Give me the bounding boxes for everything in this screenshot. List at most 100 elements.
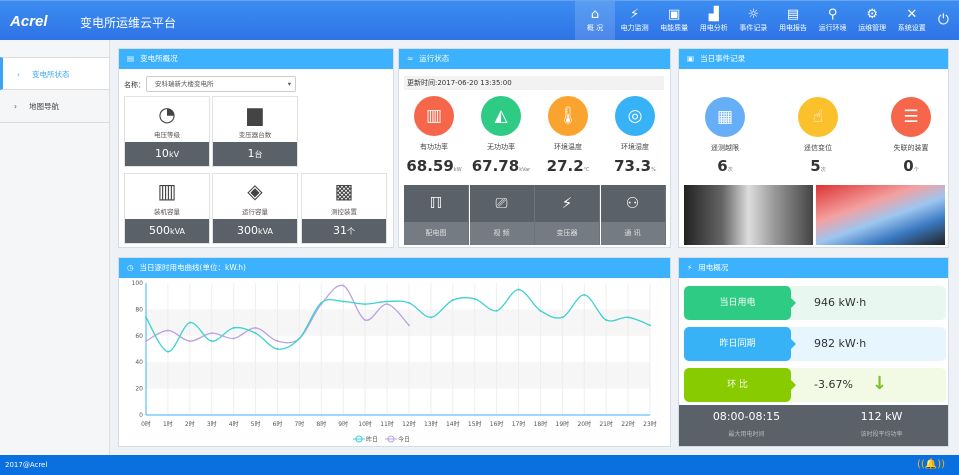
event-label: 遥信变位 (804, 144, 832, 152)
nav-item-8[interactable]: ✕ 系统设置 (892, 1, 932, 41)
value: 10 (154, 147, 169, 160)
data-point (429, 316, 432, 319)
panel-header: ▣ 当日事件记录 (679, 49, 948, 69)
x-tick-label: 4时 (229, 420, 239, 428)
calendar-icon: ▣ (687, 54, 695, 63)
nav-item-1[interactable]: ⚡ 电力监测 (615, 1, 655, 41)
nav-label: 事件记录 (739, 24, 768, 32)
app-title: 变电所运维云平台 (80, 16, 177, 30)
thermometer-icon: 🌡 (548, 96, 588, 136)
grid-band (146, 362, 650, 389)
panel-title: 变电所概况 (140, 54, 178, 63)
nav-item-4[interactable]: ☼ 事件记录 (733, 1, 773, 41)
metric-value: 67.78kVar (461, 157, 541, 175)
y-tick-label: 80 (135, 306, 143, 313)
panel-title: 当日事件记录 (700, 54, 746, 63)
tile-label: 运行容量 (242, 208, 268, 216)
event-value: 0个 (871, 157, 951, 175)
reactive-power-icon: ◭ (481, 96, 521, 136)
tile-value: 10kV (125, 142, 209, 166)
substation-select[interactable]: 安科瑞新大楼变电所 ▾ (146, 76, 296, 92)
bell-icon[interactable]: ((🔔)) (916, 459, 945, 470)
chevron-right-icon: › (17, 70, 20, 79)
document-icon: ▤ (127, 54, 135, 63)
unit: % (651, 167, 656, 173)
unit: 次 (820, 167, 826, 173)
nav-item-5[interactable]: ▤ 用电报告 (773, 1, 813, 41)
x-tick-label: 8时 (316, 420, 326, 428)
metric-label: 有功功率 (420, 143, 448, 151)
x-tick-label: 10时 (358, 420, 372, 428)
copyright: 2017@Acrel (5, 461, 48, 469)
metric-label: 无功功率 (487, 143, 515, 151)
nav-item-3[interactable]: ▟ 用电分析 (694, 1, 734, 41)
overview-panel: ▤ 变电所概况 名称： 安科瑞新大楼变电所 ▾ ◔ 电压等级 10kV ▆ 变压器台数 1台 ▥… (118, 48, 394, 248)
value: 67.78 (471, 157, 520, 175)
value: 500 (148, 224, 170, 237)
unit: ℃ (583, 167, 590, 173)
unit: 次 (727, 167, 733, 173)
x-tick-label: 2时 (185, 420, 195, 428)
sidebar-item-substation-status[interactable]: › 变电所状态 (0, 57, 109, 90)
data-point (254, 332, 257, 335)
top-bar: Acrel 变电所运维云平台 ⌂ 概 况 ⚡ 电力监测 ▣ 电能质量 ▟ 用电分析 ☼ 事件记录 ▤… (0, 0, 959, 41)
usage-panel: ⚡ 用电概况 当日用电 946 kW·h 昨日同期 982 kW·h 环 比 -3.67% ↓… (678, 257, 949, 447)
camera-icon: ⎚ (469, 185, 534, 222)
data-point (232, 337, 235, 340)
value: 73.3 (614, 157, 652, 175)
link-2[interactable]: ⚡ 变压器 (535, 185, 600, 245)
link-3[interactable]: ⚇ 通 讯 (600, 185, 666, 245)
logo: Acrel (10, 13, 48, 30)
nav-item-6[interactable]: ⚲ 运行环境 (813, 1, 853, 41)
avg-power-label: 该时段平均功率 (860, 431, 903, 438)
nav-item-0[interactable]: ⌂ 概 况 (575, 1, 615, 41)
unit: kV (168, 150, 180, 159)
link-label: 通 讯 (600, 222, 665, 245)
gear-icon: ⚙ (866, 7, 879, 22)
footer: 2017@Acrel ((🔔)) (0, 455, 959, 475)
fiber-cable-image (816, 185, 945, 245)
usage-value: -3.67% (814, 378, 853, 391)
y-tick-label: 100 (132, 280, 144, 287)
trend-icon: ≈ (407, 54, 414, 63)
sidebar: › 变电所状态 › 地图导航 (0, 40, 110, 455)
data-point (210, 340, 213, 343)
sidebar-item-map-navigation[interactable]: › 地图导航 (0, 90, 109, 123)
value: 300 (236, 224, 258, 237)
usage-row-2: 环 比 -3.67% ↓ (684, 368, 946, 402)
x-tick-label: 18时 (534, 420, 548, 428)
event-label: 失联的装置 (893, 144, 929, 152)
usage-label: 环 比 (684, 368, 796, 402)
link-label: 变压器 (535, 222, 599, 245)
data-point (320, 301, 323, 304)
data-point (561, 316, 564, 319)
metric-value: 68.59kW (394, 157, 474, 175)
power-icon[interactable]: ⏻ (937, 12, 949, 28)
chart-title: 当日逐时用电曲线(单位：kW.h) (139, 263, 246, 272)
data-point (539, 309, 542, 312)
transformer-icon: ▆ (247, 102, 263, 126)
data-point (145, 316, 147, 319)
x-tick-label: 16时 (490, 420, 504, 428)
alarm-icon: ☼ (747, 7, 760, 22)
data-point (232, 326, 235, 329)
panel-title: 用电概况 (698, 263, 729, 272)
nav-item-2[interactable]: ▣ 电能质量 (654, 1, 694, 41)
event-label: 遥测越限 (711, 144, 739, 152)
x-tick-label: 20时 (577, 420, 591, 428)
panel-title: 运行状态 (419, 54, 450, 63)
data-point (386, 303, 389, 306)
link-0[interactable]: ℿ 配电图 (404, 185, 469, 245)
data-point (298, 337, 301, 340)
metric-label: 环境温度 (554, 143, 582, 151)
hand-pointer-icon: ☝ (798, 97, 838, 137)
nav-item-7[interactable]: ⚙ 运维管理 (852, 1, 892, 41)
network-icon: ⚇ (600, 185, 665, 222)
layers-icon: ◈ (247, 179, 263, 203)
usage-value: 946 kW·h (814, 296, 867, 309)
link-1[interactable]: ⎚ 视 频 (469, 185, 535, 245)
x-tick-label: 11时 (380, 420, 394, 428)
tile-3: ◈ 运行容量 300kVA (212, 173, 298, 244)
value: 68.59 (406, 157, 454, 175)
tile-2: ▥ 装机容量 500kVA (124, 173, 210, 244)
